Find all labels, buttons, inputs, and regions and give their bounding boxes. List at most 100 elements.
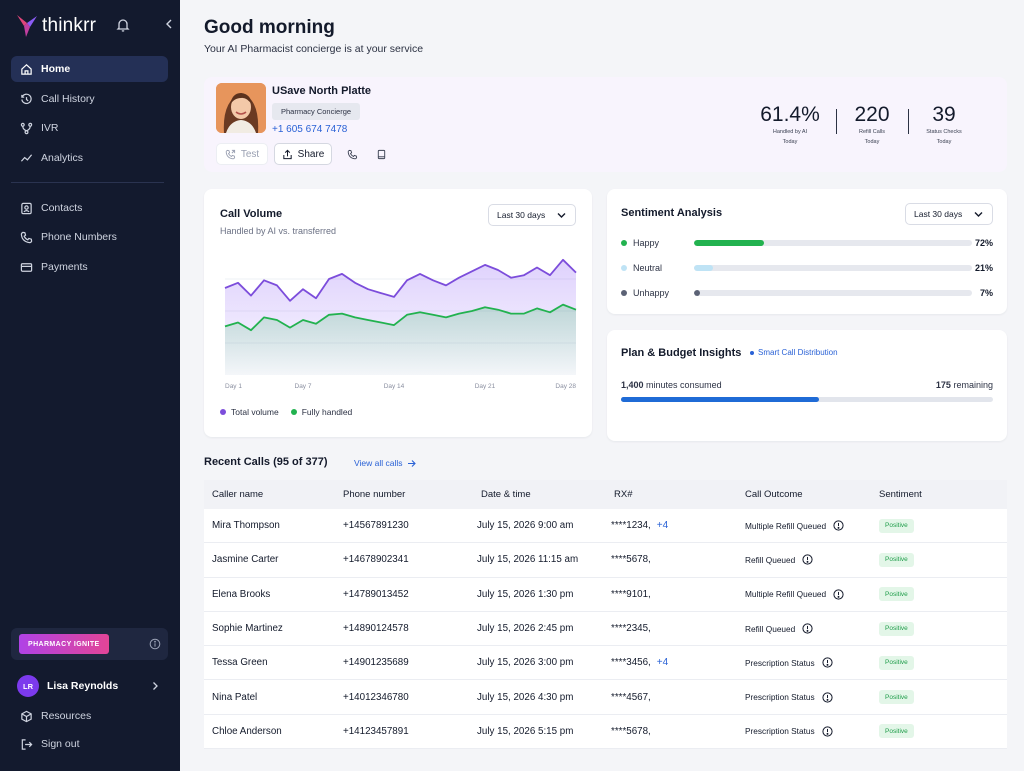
call-datetime: July 15, 2026 2:45 pm	[477, 623, 574, 635]
share-button[interactable]: Share	[274, 143, 332, 165]
sentiment-bar	[694, 265, 972, 271]
call-datetime: July 15, 2026 5:15 pm	[477, 725, 574, 737]
chevron-down-icon	[557, 213, 566, 218]
call-outcome-label: Prescription Status	[745, 692, 815, 703]
call-volume-range-select[interactable]: Last 30 days	[488, 204, 576, 226]
smart-call-distribution-tag[interactable]: Smart Call Distribution	[750, 348, 838, 357]
x-tick-label: Day 7	[295, 383, 312, 390]
sidebar-item-sign-out[interactable]: Sign out	[11, 731, 168, 757]
info-icon[interactable]	[833, 589, 844, 600]
rx-value: ****1234,	[611, 520, 651, 532]
knowledge-book-button[interactable]	[369, 143, 393, 165]
collapse-sidebar-icon[interactable]	[162, 16, 176, 32]
sidebar-item-ivr[interactable]: IVR	[11, 115, 168, 141]
table-header: Caller name Phone number Date & time RX#…	[204, 480, 1007, 509]
stat-refill-calls: 220 Refill Calls Today	[844, 103, 900, 147]
info-icon[interactable]	[149, 638, 161, 650]
table-row[interactable]: Mira Thompson +14567891230 July 15, 2026…	[204, 509, 1007, 544]
table-row[interactable]: Elena Brooks +14789013452 July 15, 2026 …	[204, 577, 1007, 612]
view-all-calls-link[interactable]: View all calls	[354, 458, 416, 468]
call-button[interactable]	[340, 143, 364, 165]
legend-item-total: Total volume	[220, 407, 279, 417]
rx-more-link[interactable]: +4	[656, 657, 669, 669]
sentiment-row-unhappy: Unhappy 7%	[621, 287, 993, 299]
column-header[interactable]: Caller name	[212, 489, 264, 500]
sentiment-cell: Positive	[879, 509, 914, 542]
range-select-value: Last 30 days	[497, 210, 546, 220]
sidebar-item-contacts[interactable]: Contacts	[11, 195, 168, 221]
call-volume-card: Call Volume Handled by AI vs. transferre…	[204, 189, 592, 437]
stat-sublabel: Today	[782, 139, 798, 145]
sidebar-item-label: IVR	[41, 122, 59, 134]
book-icon	[377, 149, 385, 159]
brand-name: thinkrr	[42, 15, 97, 36]
table-row[interactable]: Tessa Green +14901235689 July 15, 2026 3…	[204, 646, 1007, 681]
legend-label: Fully handled	[301, 407, 353, 417]
rx-more-link[interactable]: +4	[656, 520, 669, 532]
store-phone[interactable]: +1 605 674 7478	[272, 124, 348, 135]
column-header[interactable]: Date & time	[481, 489, 531, 500]
rx-value: ****5678,	[611, 554, 651, 566]
call-datetime: July 15, 2026 11:15 am	[477, 554, 579, 566]
table-row[interactable]: Chloe Anderson +14123457891 July 15, 202…	[204, 714, 1007, 750]
sidebar-item-label: Payments	[41, 261, 88, 273]
table-row[interactable]: Jasmine Carter +14678902341 July 15, 202…	[204, 543, 1007, 578]
sentiment-cell: Positive	[879, 578, 914, 611]
rx-number: ****2345,	[611, 612, 657, 645]
test-button[interactable]: Test	[216, 143, 268, 165]
sentiment-cell: Positive	[879, 680, 914, 713]
stat-divider	[836, 109, 837, 134]
info-icon[interactable]	[822, 692, 833, 703]
table-row[interactable]: Sophie Martinez +14890124578 July 15, 20…	[204, 611, 1007, 647]
call-outcome-label: Multiple Refill Queued	[745, 589, 827, 600]
column-header[interactable]: Phone number	[343, 489, 406, 500]
pharmacy-ignite-badge[interactable]: PHARMACY IGNITE	[19, 634, 109, 654]
table-row[interactable]: Nina Patel +14012346780 July 15, 2026 4:…	[204, 680, 1007, 715]
sidebar-item-label: Phone Numbers	[41, 231, 117, 243]
sentiment-cell: Positive	[879, 543, 914, 576]
sidebar-item-label: Call History	[41, 93, 95, 105]
sidebar-item-phone-numbers[interactable]: Phone Numbers	[11, 224, 168, 250]
sidebar-item-payments[interactable]: Payments	[11, 254, 168, 280]
thinkrr-logo-icon	[17, 15, 37, 37]
sidebar-item-resources[interactable]: Resources	[11, 703, 168, 729]
brand[interactable]: thinkrr	[15, 11, 96, 41]
analytics-icon	[20, 153, 33, 162]
stat-sublabel: Today	[864, 139, 880, 145]
sentiment-title: Sentiment Analysis	[621, 207, 723, 219]
caller-name: Sophie Martinez	[212, 623, 283, 635]
stat-label: Handled by AI	[772, 129, 808, 135]
column-header[interactable]: Call Outcome	[745, 489, 803, 500]
call-outcome-label: Prescription Status	[745, 657, 815, 668]
sentiment-dot	[621, 265, 627, 271]
info-icon[interactable]	[822, 657, 833, 668]
sidebar-item-call-history[interactable]: Call History	[11, 86, 168, 112]
bell-icon[interactable]	[115, 17, 131, 33]
sidebar-item-home[interactable]: Home	[11, 56, 168, 82]
x-tick-label: Day 21	[475, 383, 496, 390]
minutes-remaining: 175 remaining	[936, 380, 993, 390]
info-icon[interactable]	[822, 726, 833, 737]
info-icon[interactable]	[833, 520, 844, 531]
column-header[interactable]: Sentiment	[879, 489, 922, 500]
column-header[interactable]: RX#	[614, 489, 633, 500]
phone-number: +14678902341	[343, 554, 409, 566]
info-icon[interactable]	[802, 554, 813, 566]
sidebar-item-label: Sign out	[41, 738, 80, 750]
sidebar-item-analytics[interactable]: Analytics	[11, 145, 168, 171]
view-all-calls-label: View all calls	[354, 458, 403, 468]
sentiment-label: Happy	[633, 238, 660, 248]
sentiment-cell: Positive	[879, 646, 914, 679]
plan-budget-card: Plan & Budget Insights Smart Call Distri…	[607, 330, 1007, 441]
sentiment-range-select[interactable]: Last 30 days	[905, 203, 993, 225]
stat-sublabel: Today	[936, 139, 952, 145]
user-menu[interactable]: LR Lisa Reynolds	[11, 673, 168, 699]
call-datetime: July 15, 2026 9:00 am	[477, 520, 574, 532]
rx-number: ****5678,	[611, 715, 657, 748]
info-icon[interactable]	[802, 623, 813, 634]
call-datetime: July 15, 2026 4:30 pm	[477, 691, 574, 703]
sentiment-cell: Positive	[879, 715, 914, 748]
plan-title: Plan & Budget Insights	[621, 347, 742, 359]
rx-value: ****9101,	[611, 588, 651, 600]
sentiment-dot	[621, 240, 627, 246]
